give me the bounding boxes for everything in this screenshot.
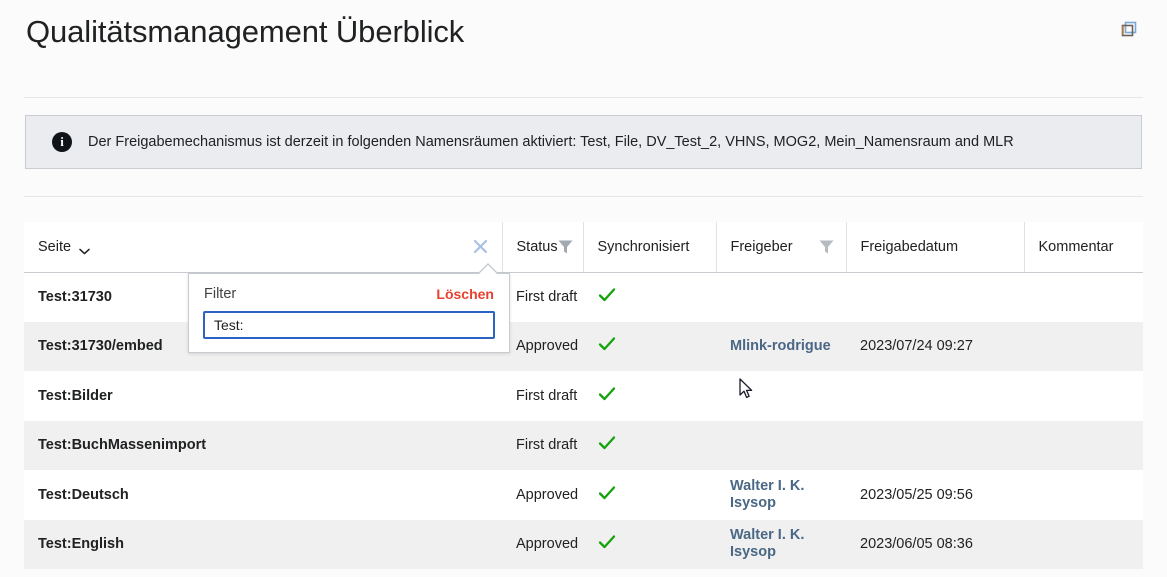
clear-filter-close-icon[interactable] [471,237,490,256]
filter-input[interactable] [203,311,495,339]
column-header-seite-label: Seite [38,238,72,255]
table-header-row: Seite [24,222,1143,273]
approver-link[interactable]: Walter I. K. Isysop [730,527,805,561]
column-header-freigabedatum[interactable]: Freigabedatum [846,222,1025,273]
filter-popup-title: Filter [204,286,237,302]
cell-sync [583,519,716,569]
cell-page: Test:BuchMassenimport [24,420,502,470]
filter-popup: Filter Löschen [188,263,510,353]
cell-comment [1024,321,1143,371]
check-icon [597,334,617,354]
page-title: Qualitätsmanagement Überblick [26,14,465,49]
column-header-status-label: Status [516,238,558,255]
table-row[interactable]: Test:English Approved Walter I. K. Isyso… [24,519,1143,569]
chevron-down-icon[interactable] [79,243,90,255]
cell-date: 2023/05/25 09:56 [846,470,1024,520]
column-header-status[interactable]: Status [502,222,584,273]
column-header-freigeber[interactable]: Freigeber [716,222,847,273]
cell-status: Approved [502,470,583,520]
divider-middle [24,196,1143,197]
cell-comment [1024,470,1143,520]
cell-date: 2023/06/05 08:36 [846,519,1024,569]
quality-management-table: Seite [24,222,1143,569]
filter-popup-header: Filter Löschen [189,274,509,302]
table-body: Test:31730 First draft Test:31730/embed … [24,272,1143,569]
column-header-kommentar-label: Kommentar [1038,238,1114,255]
column-header-kommentar[interactable]: Kommentar [1024,222,1143,273]
check-icon [597,384,617,404]
funnel-icon[interactable] [558,239,573,255]
restore-window-icon[interactable] [1118,18,1140,40]
cell-sync [583,272,716,322]
cell-comment [1024,371,1143,421]
cell-sync [583,420,716,470]
column-header-freigabedatum-label: Freigabedatum [860,238,959,255]
cell-page: Test:English [24,519,502,569]
cell-approver: Walter I. K. Isysop [716,470,846,520]
approver-link[interactable]: Walter I. K. Isysop [730,477,805,511]
cell-page: Test:Deutsch [24,470,502,520]
column-header-synchronisiert[interactable]: Synchronisiert [583,222,717,273]
cell-date: 2023/07/24 09:27 [846,321,1024,371]
column-header-synchronisiert-label: Synchronisiert [597,238,690,255]
cell-approver: Mlink-rodrigue [716,321,846,371]
column-header-seite[interactable]: Seite [24,222,503,273]
divider-top [24,97,1143,98]
filter-clear-button[interactable]: Löschen [436,286,494,302]
cell-date [846,371,1024,421]
cell-comment [1024,519,1143,569]
table-row[interactable]: Test:Bilder First draft [24,371,1143,421]
cell-page: Test:Bilder [24,371,502,421]
cell-approver: Walter I. K. Isysop [716,519,846,569]
check-icon [597,483,617,503]
cell-sync [583,470,716,520]
cell-approver [716,272,846,322]
info-icon: i [52,132,72,152]
cell-status: First draft [502,420,583,470]
cell-sync [583,321,716,371]
cell-status: Approved [502,321,583,371]
check-icon [597,532,617,552]
cell-status: First draft [502,272,583,322]
cell-status: Approved [502,519,583,569]
table-row[interactable]: Test:Deutsch Approved Walter I. K. Isyso… [24,470,1143,520]
popup-tail-fill [478,265,498,275]
cell-approver [716,371,846,421]
cell-comment [1024,420,1143,470]
cell-sync [583,371,716,421]
info-banner-text: Der Freigabemechanismus ist derzeit in f… [88,134,1014,150]
cell-date [846,272,1024,322]
cell-approver [716,420,846,470]
check-icon [597,433,617,453]
check-icon [597,285,617,305]
table-row[interactable]: Test:BuchMassenimport First draft [24,420,1143,470]
info-banner: i Der Freigabemechanismus ist derzeit in… [25,115,1142,169]
column-header-freigeber-label: Freigeber [730,238,793,255]
cell-date [846,420,1024,470]
cell-comment [1024,272,1143,322]
funnel-icon[interactable] [819,239,834,255]
approver-link[interactable]: Mlink-rodrigue [730,337,831,354]
cell-status: First draft [502,371,583,421]
